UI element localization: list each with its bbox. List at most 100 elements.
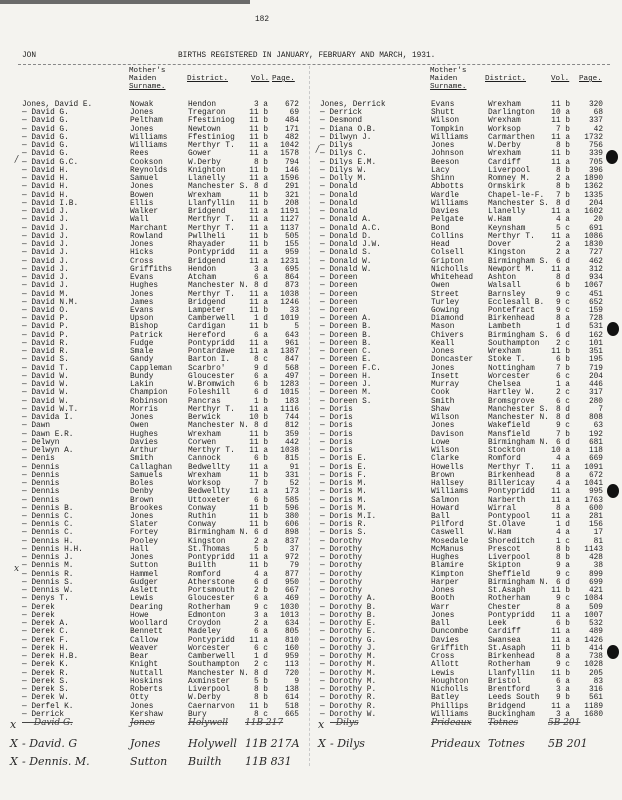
entry-name: — David G.C. (22, 158, 79, 167)
entry-mother: Hughes (431, 554, 460, 563)
register-entry: — David P. Bishop Cardigan 11 b 5 (0, 323, 622, 331)
entry-vol: 6 c (555, 397, 570, 406)
register-entry: — Donald D. Collins Merthyr T. 11 a 1086 (0, 233, 622, 241)
entry-name: Jones, Derrick (320, 101, 386, 109)
entry-page: 1137 (280, 224, 299, 233)
entry-page: 899 (588, 570, 603, 579)
entry-district: Rotherham (188, 603, 231, 612)
entry-name: — Dilys (320, 142, 353, 151)
entry-page: 1231 (280, 257, 299, 266)
entry-page: 1189 (584, 702, 603, 711)
register-entry: — Dennis W. Aslett Portsmouth 2 b 667 (0, 587, 622, 595)
entry-mother: Davies (431, 636, 460, 645)
entry-mother: James (130, 298, 154, 307)
register-entry: — Dennis Denby Bedwellty 11 a 173 (0, 488, 622, 496)
entry-page: 1041 (584, 480, 603, 489)
handwritten-name: - David. G (22, 737, 78, 750)
handwritten-district: Builth (188, 755, 222, 768)
handwritten-name: - Dilys (330, 718, 359, 728)
entry-mother: Evans (130, 274, 154, 283)
entry-page: 1246 (280, 298, 299, 307)
entry-page: 877 (284, 570, 299, 579)
entry-page: 672 (284, 101, 299, 109)
entry-mother: Warr (431, 603, 450, 612)
entry-vol: 2 a (555, 249, 570, 258)
register-entry: — Dilys W. Lacy Liverpool 8 b 396 (0, 167, 622, 175)
entry-district: Barnsley (488, 290, 526, 299)
entry-district: W.Derby (488, 142, 521, 151)
register-entry: — Dorothy Hughes Liverpool 8 b 428 (0, 554, 622, 562)
entry-vol: 11 b (249, 307, 268, 315)
entry-name: — Doreen S. (320, 397, 372, 406)
entry-vol: 6 c (555, 372, 570, 381)
tick-mark: / (316, 145, 320, 155)
entry-page: 20 (593, 216, 603, 225)
entry-vol: 11 a (249, 554, 268, 563)
register-entry: — David J. Hicks Pontypridd 11 a 959 (0, 249, 622, 257)
register-entry: — David G. Peltham Ffestiniog 11 b 484 (0, 117, 622, 125)
entry-page: 446 (588, 381, 603, 390)
register-entry: — Doreen B. Keall Southampton 2 c 101 (0, 340, 622, 348)
entry-vol: 8 a (555, 315, 570, 324)
entry-page: 695 (284, 265, 299, 274)
entry-district: Dover (488, 241, 512, 250)
entry-vol: 9 a (555, 562, 570, 571)
entry-page: 596 (284, 504, 299, 513)
entry-name: — Dennis B. (22, 504, 74, 513)
entry-page: 699 (588, 578, 603, 587)
entry-vol: 8 c (253, 710, 268, 719)
entry-name: — David J. (22, 257, 69, 266)
entry-district: Romney M. (488, 175, 531, 184)
entry-page: 864 (284, 274, 299, 283)
entry-vol: 1 d (555, 521, 570, 530)
entry-name: — Doris S. (320, 529, 367, 538)
entry-mother: Nowak (130, 101, 154, 109)
register-entry: — Dorothy B. Warr Chester 8 a 509 (0, 604, 622, 612)
entry-page: 1143 (584, 545, 603, 554)
register-entry: — Dilys Jones W.Derby 8 b 756 (0, 142, 622, 150)
entry-name: — David W. (22, 397, 69, 406)
entry-name: — Doris F. (320, 471, 367, 480)
entry-name: — Dorothy (320, 587, 363, 596)
entry-name: — Derfel K. (22, 702, 74, 711)
entry-vol: 11 a (551, 513, 570, 521)
register-entry: — Derek A. Woollard Croydon 2 a 634 (0, 620, 622, 628)
entry-mother: Beeson (431, 158, 460, 167)
entry-vol: 2 c (555, 389, 570, 398)
register-entry: — Dorothy M. Cross Birkenhead 8 a 738 (0, 653, 622, 661)
entry-district: Bridgend (488, 702, 526, 711)
entry-mother: Hughes (130, 430, 159, 439)
entry-name: — Dilys E.M. (320, 158, 377, 167)
entry-vol: 1 b (253, 397, 268, 406)
entry-name: — David M. (22, 290, 69, 299)
entry-vol: 6 d (555, 331, 570, 340)
entry-mother: Robinson (130, 397, 168, 406)
entry-name: — Doris E. (320, 463, 367, 472)
register-entry: — Dorothy W. Williams Buckingham 3 a 1680 (0, 711, 622, 719)
entry-page: 91 (289, 463, 299, 472)
entry-mother: Mosedale (431, 537, 469, 546)
register-entry: — Doreen M. Cook Hartley W. 2 c 317 (0, 389, 622, 397)
entry-page: 63 (593, 422, 603, 431)
entry-name: — Doris M. (320, 488, 367, 497)
entry-name: — Dennis M. (22, 562, 74, 571)
entry-district: Cardiff (488, 628, 521, 637)
entry-mother: Wilson (431, 117, 460, 126)
entry-name: — David H. (22, 183, 69, 192)
entry-vol: 3 a (253, 611, 268, 620)
entry-district: Merthyr T. (188, 216, 235, 225)
entry-page: 961 (284, 339, 299, 348)
register-entry: — Donald Wardle Chapel-le-F. 7 b 1335 (0, 192, 622, 200)
entry-vol: 6 a (253, 595, 268, 604)
register-entry: — David J. Jones Rhayader 11 b 155 (0, 241, 622, 249)
entry-page: 934 (588, 274, 603, 283)
entry-page: 281 (588, 513, 603, 521)
entry-name: — David P. (22, 331, 69, 340)
entry-name: — David P. (22, 315, 69, 324)
entry-page: 1038 (280, 447, 299, 456)
entry-name: — Doreen B. (320, 323, 372, 332)
entry-mother: Williams (431, 199, 469, 208)
entry-name: — Donald S. (320, 249, 372, 258)
entry-name: — Diana O.B. (320, 125, 377, 134)
entry-page: 1387 (280, 348, 299, 357)
